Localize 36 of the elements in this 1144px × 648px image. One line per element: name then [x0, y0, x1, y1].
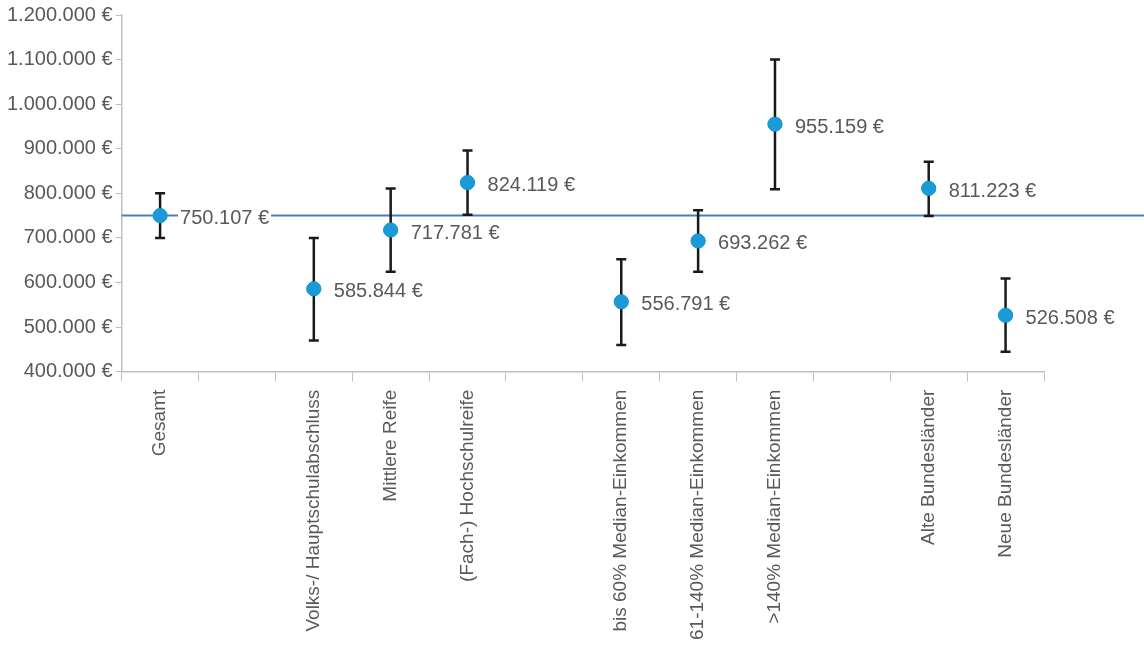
x-tick-label: bis 60% Median-Einkommen: [609, 389, 631, 632]
point: [383, 222, 399, 238]
point: [613, 294, 629, 310]
x-tick-label: Alte Bundesländer: [916, 389, 938, 545]
y-tick-label: 1.000.000 €: [7, 91, 113, 114]
y-tick-label: 400.000 €: [23, 359, 113, 382]
x-tick-label: (Fach-) Hochschulreife: [455, 389, 477, 582]
point: [767, 116, 783, 132]
data-label: 750.107 €: [180, 206, 270, 229]
data-label: 811.223 €: [948, 178, 1037, 201]
point: [152, 208, 168, 224]
y-tick-label: 700.000 €: [23, 225, 113, 248]
data-label: 556.791 €: [641, 292, 731, 315]
x-tick-label: Gesamt: [148, 389, 170, 457]
y-tick-label: 800.000 €: [23, 180, 113, 203]
data-label: 717.781 €: [410, 220, 500, 243]
x-tick-label: Mittlere Reife: [378, 389, 400, 502]
y-tick-label: 600.000 €: [23, 270, 113, 293]
y-tick-label: 1.100.000 €: [7, 47, 113, 70]
point: [306, 281, 322, 297]
data-label: 955.159 €: [794, 114, 884, 137]
y-tick-label: 900.000 €: [23, 136, 113, 159]
data-label: 824.119 €: [487, 173, 576, 196]
y-tick-label: 500.000 €: [23, 314, 113, 337]
x-tick-label: >140% Median-Einkommen: [763, 389, 785, 624]
point: [921, 180, 937, 196]
data-label: 526.508 €: [1025, 305, 1115, 328]
data-label: 693.262 €: [718, 231, 808, 254]
x-tick-label: Neue Bundesländer: [993, 389, 1015, 558]
point: [998, 307, 1014, 323]
x-tick-label: Volks-/ Hauptschulabschluss: [302, 389, 324, 632]
point: [690, 233, 706, 249]
data-label: 585.844 €: [333, 279, 423, 302]
x-tick-label: 61-140% Median-Einkommen: [686, 389, 708, 640]
y-tick-label: 1.200.000 €: [7, 2, 113, 25]
point: [460, 175, 476, 191]
